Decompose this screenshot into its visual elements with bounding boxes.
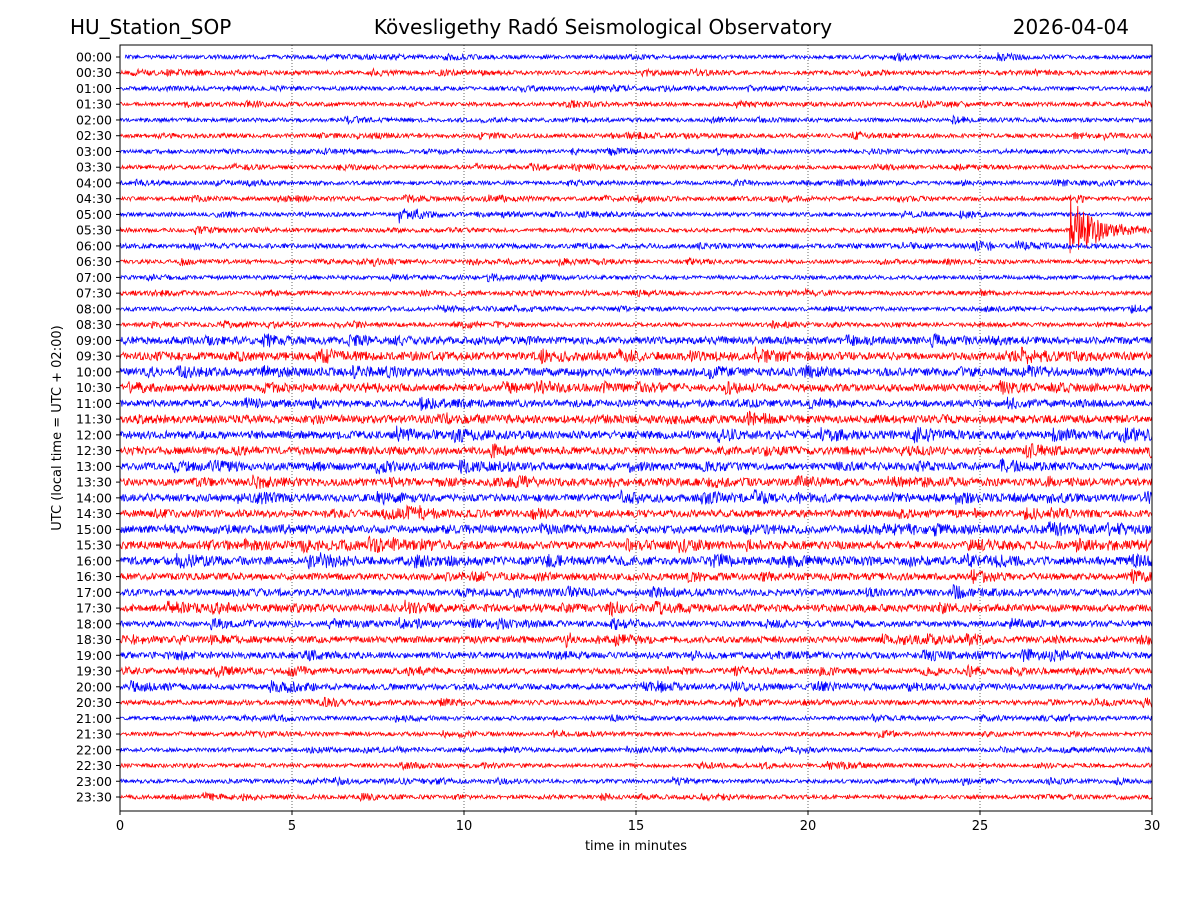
x-tick-label: 0 xyxy=(116,819,124,834)
x-tick-label: 30 xyxy=(1144,819,1161,834)
trace-2200 xyxy=(119,744,1153,756)
trace-0530 xyxy=(119,194,1153,254)
y-tick-label: 17:00 xyxy=(76,585,112,600)
y-tick-label: 19:30 xyxy=(76,664,112,679)
y-tick-label: 12:00 xyxy=(76,427,112,442)
y-tick-label: 06:30 xyxy=(76,254,112,269)
y-tick-label: 03:00 xyxy=(76,144,112,159)
y-tick-label: 16:00 xyxy=(76,553,112,568)
y-tick-label: 17:30 xyxy=(76,601,112,616)
y-tick-label: 00:00 xyxy=(76,50,112,65)
y-tick-label: 08:00 xyxy=(76,301,112,316)
trace-1100 xyxy=(119,396,1153,411)
y-tick-label: 05:00 xyxy=(76,207,112,222)
trace-0730 xyxy=(119,287,1153,298)
trace-0030 xyxy=(119,67,1153,78)
trace-1900 xyxy=(119,648,1153,663)
y-tick-label: 00:30 xyxy=(76,65,112,80)
y-tick-label: 05:30 xyxy=(76,223,112,238)
y-tick-label: 18:30 xyxy=(76,632,112,647)
y-tick-label: 20:00 xyxy=(76,679,112,694)
y-tick-label: 04:00 xyxy=(76,175,112,190)
y-tick-label: 14:30 xyxy=(76,506,112,521)
y-tick-label: 07:30 xyxy=(76,286,112,301)
chart-date: 2026-04-04 xyxy=(1012,15,1129,39)
y-tick-label: 02:30 xyxy=(76,128,112,143)
trace-0200 xyxy=(119,114,1153,126)
y-tick-label: 15:30 xyxy=(76,538,112,553)
y-tick-label: 22:00 xyxy=(76,742,112,757)
trace-1730 xyxy=(119,599,1153,618)
y-tick-label: 21:30 xyxy=(76,727,112,742)
trace-1600 xyxy=(119,552,1153,570)
y-tick-label: 20:30 xyxy=(76,695,112,710)
trace-2330 xyxy=(119,791,1153,803)
y-tick-label: 19:00 xyxy=(76,648,112,663)
chart-title: Kövesligethy Radó Seismological Observat… xyxy=(373,15,833,39)
y-tick-label: 23:30 xyxy=(76,790,112,805)
x-tick-label: 20 xyxy=(800,819,817,834)
y-tick-label: 10:30 xyxy=(76,380,112,395)
y-tick-label: 13:30 xyxy=(76,475,112,490)
trace-1800 xyxy=(119,617,1153,631)
trace-1200 xyxy=(119,425,1153,444)
y-tick-label: 07:00 xyxy=(76,270,112,285)
station-name: HU_Station_SOP xyxy=(70,15,232,39)
trace-1230 xyxy=(119,443,1153,460)
trace-1530 xyxy=(119,535,1153,554)
y-tick-label: 08:30 xyxy=(76,317,112,332)
x-tick-label: 15 xyxy=(628,819,645,834)
trace-1400 xyxy=(119,488,1153,506)
trace-2100 xyxy=(119,712,1153,723)
trace-0330 xyxy=(119,162,1153,173)
trace-0130 xyxy=(119,99,1153,109)
y-tick-label: 11:00 xyxy=(76,396,112,411)
x-tick-label: 25 xyxy=(972,819,989,834)
y-tick-label: 04:30 xyxy=(76,191,112,206)
y-tick-label: 10:00 xyxy=(76,364,112,379)
trace-1300 xyxy=(119,458,1153,475)
y-tick-label: 23:00 xyxy=(76,774,112,789)
y-tick-label: 22:30 xyxy=(76,758,112,773)
y-tick-label: 02:00 xyxy=(76,112,112,127)
y-tick-label: 06:00 xyxy=(76,238,112,253)
x-axis-label: time in minutes xyxy=(585,839,687,854)
grid xyxy=(291,45,981,811)
x-tick-label: 5 xyxy=(288,819,296,834)
y-tick-label: 01:00 xyxy=(76,81,112,96)
y-tick-label: 09:00 xyxy=(76,333,112,348)
y-tick-label: 13:00 xyxy=(76,459,112,474)
trace-0400 xyxy=(119,178,1153,188)
trace-2230 xyxy=(119,760,1153,772)
trace-0700 xyxy=(119,272,1153,283)
trace-0630 xyxy=(119,256,1153,268)
y-tick-label: 11:30 xyxy=(76,412,112,427)
y-tick-label: 18:00 xyxy=(76,616,112,631)
y-axis-label: UTC (local time = UTC + 02:00) xyxy=(50,325,65,530)
trace-1700 xyxy=(119,584,1153,600)
trace-2130 xyxy=(119,729,1153,739)
x-axis: 0 5 10 15 20 25 30 xyxy=(116,811,1160,834)
y-tick-label: 21:00 xyxy=(76,711,112,726)
y-axis: 00:0000:3001:0001:3002:0002:3003:0003:30… xyxy=(76,50,120,805)
y-tick-label: 09:30 xyxy=(76,349,112,364)
trace-1830 xyxy=(119,632,1153,649)
x-tick-label: 10 xyxy=(456,819,473,834)
y-tick-label: 15:00 xyxy=(76,522,112,537)
trace-0100 xyxy=(119,84,1153,94)
y-tick-label: 01:30 xyxy=(76,97,112,112)
trace-0000 xyxy=(124,52,1153,63)
trace-2030 xyxy=(119,696,1153,709)
trace-0930 xyxy=(119,346,1153,365)
y-tick-label: 03:30 xyxy=(76,160,112,175)
y-tick-label: 14:00 xyxy=(76,490,112,505)
y-tick-label: 12:30 xyxy=(76,443,112,458)
trace-0300 xyxy=(119,146,1153,157)
trace-2000 xyxy=(119,679,1153,694)
trace-0800 xyxy=(119,304,1153,314)
y-tick-label: 16:30 xyxy=(76,569,112,584)
trace-0430 xyxy=(119,193,1153,204)
